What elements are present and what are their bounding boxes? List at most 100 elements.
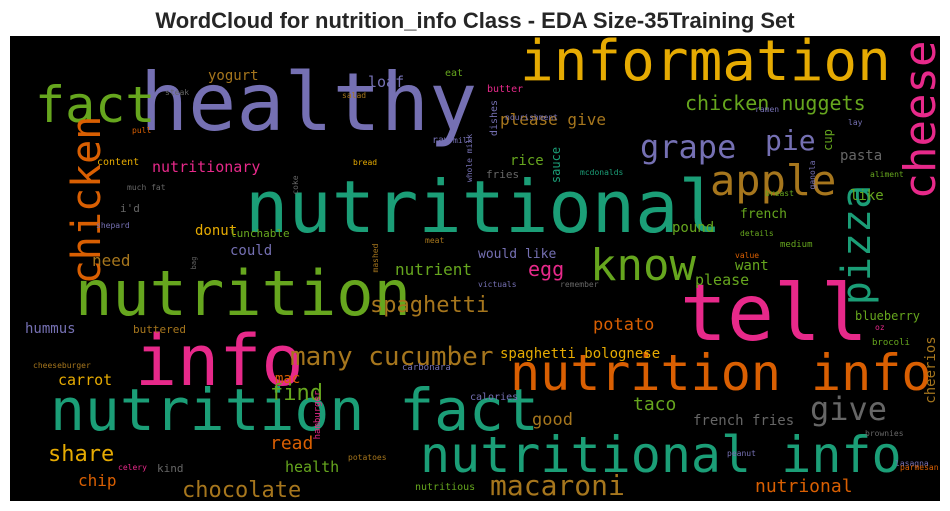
word: hummus <box>25 321 76 337</box>
word: aliment <box>870 170 904 179</box>
word: nutritious <box>415 482 475 493</box>
word: read <box>270 433 313 454</box>
word: fact <box>35 76 155 134</box>
word: nourishment <box>505 113 558 122</box>
word: medium <box>780 240 813 250</box>
word: chicken nuggets <box>685 91 866 115</box>
word: loaf <box>368 73 404 91</box>
word: buttered <box>133 323 186 336</box>
word: meat <box>425 236 444 245</box>
word: grape <box>640 128 736 166</box>
word: steak <box>165 88 189 97</box>
word: lasagna <box>895 459 929 468</box>
word: salad <box>342 91 366 100</box>
word: nutrient <box>395 260 472 279</box>
word: nutritional <box>245 165 722 249</box>
word: bread <box>353 158 377 167</box>
word: nutritionary <box>152 158 260 176</box>
word: i'd <box>120 202 140 215</box>
word: rice <box>510 153 544 169</box>
word: mcdonalds <box>580 168 624 177</box>
word: macaroni <box>490 469 625 502</box>
word: want <box>735 258 769 274</box>
chart-title: WordCloud for nutrition_info Class - EDA… <box>155 8 795 33</box>
word: value <box>735 251 759 260</box>
word: know <box>590 240 696 291</box>
word: nutritional info <box>420 426 902 484</box>
word: pull <box>132 126 151 135</box>
word: ganola <box>808 160 817 189</box>
word: kind <box>157 462 184 475</box>
word: healthy <box>140 56 477 149</box>
word: find <box>270 381 323 406</box>
word: many cucumber <box>290 342 494 372</box>
word: would like <box>478 247 556 262</box>
word: bag <box>190 257 198 270</box>
word: nutrition <box>75 257 411 330</box>
word: share <box>48 442 114 467</box>
word: nutrional <box>755 476 853 497</box>
word: whole milk <box>465 134 474 182</box>
word: lay <box>848 118 863 127</box>
word: nutrition fact <box>50 376 539 444</box>
word: could <box>230 243 272 259</box>
word: butter <box>487 84 523 95</box>
word: carrot <box>58 371 112 389</box>
word: peanut <box>727 449 756 458</box>
word: french <box>740 207 787 222</box>
word: remember <box>560 280 599 289</box>
word: brownies <box>865 429 904 438</box>
word: apple <box>710 156 836 205</box>
word: need <box>92 251 131 270</box>
word: calories <box>470 392 518 403</box>
word: blueberry <box>855 309 920 323</box>
word: taco <box>633 394 676 415</box>
word: ramen <box>755 105 779 114</box>
word: brocoli <box>872 338 910 348</box>
word: pizza <box>834 185 880 305</box>
word: like <box>850 188 884 204</box>
word: chocolate <box>182 478 301 503</box>
word: raw <box>432 135 451 146</box>
word: tell <box>680 269 868 359</box>
word: content <box>97 157 139 168</box>
word: sauce <box>549 147 563 183</box>
word: egg <box>528 257 564 281</box>
word: carbonara <box>402 363 451 373</box>
word: coke <box>291 175 300 194</box>
cloud-background <box>10 36 940 501</box>
word: spaghetti <box>370 293 489 318</box>
word: mac <box>275 371 300 387</box>
word: health <box>285 458 339 476</box>
word: victuals <box>478 280 517 289</box>
word: parmesan <box>900 463 939 472</box>
word: fries <box>486 168 519 181</box>
word: nutrition info <box>510 344 931 402</box>
word: dishes <box>489 100 500 136</box>
word: french fries <box>693 413 794 429</box>
word: cheerios <box>923 336 939 403</box>
word: oz <box>875 323 885 332</box>
word: breast <box>765 189 794 198</box>
word: cheeseburger <box>33 361 91 370</box>
word: much fat <box>127 183 166 192</box>
word: mashed <box>371 243 380 272</box>
word: shepard <box>96 221 130 230</box>
word: yogurt <box>208 68 259 84</box>
word: pound <box>672 220 714 236</box>
word: info <box>135 320 304 402</box>
word: cheese <box>895 41 946 200</box>
word: please <box>695 271 749 289</box>
word: details <box>740 229 774 238</box>
word: lunchable <box>230 227 290 240</box>
word: donut <box>195 223 237 239</box>
word: celery <box>118 463 147 472</box>
word: information <box>520 29 891 94</box>
word-cloud: healthy informationfactnutritionalnutriti… <box>25 29 946 503</box>
word: eat <box>445 68 463 79</box>
word: please give <box>500 110 606 129</box>
word: good <box>532 410 573 430</box>
word: pasta <box>840 148 882 164</box>
word: pie <box>765 124 816 157</box>
